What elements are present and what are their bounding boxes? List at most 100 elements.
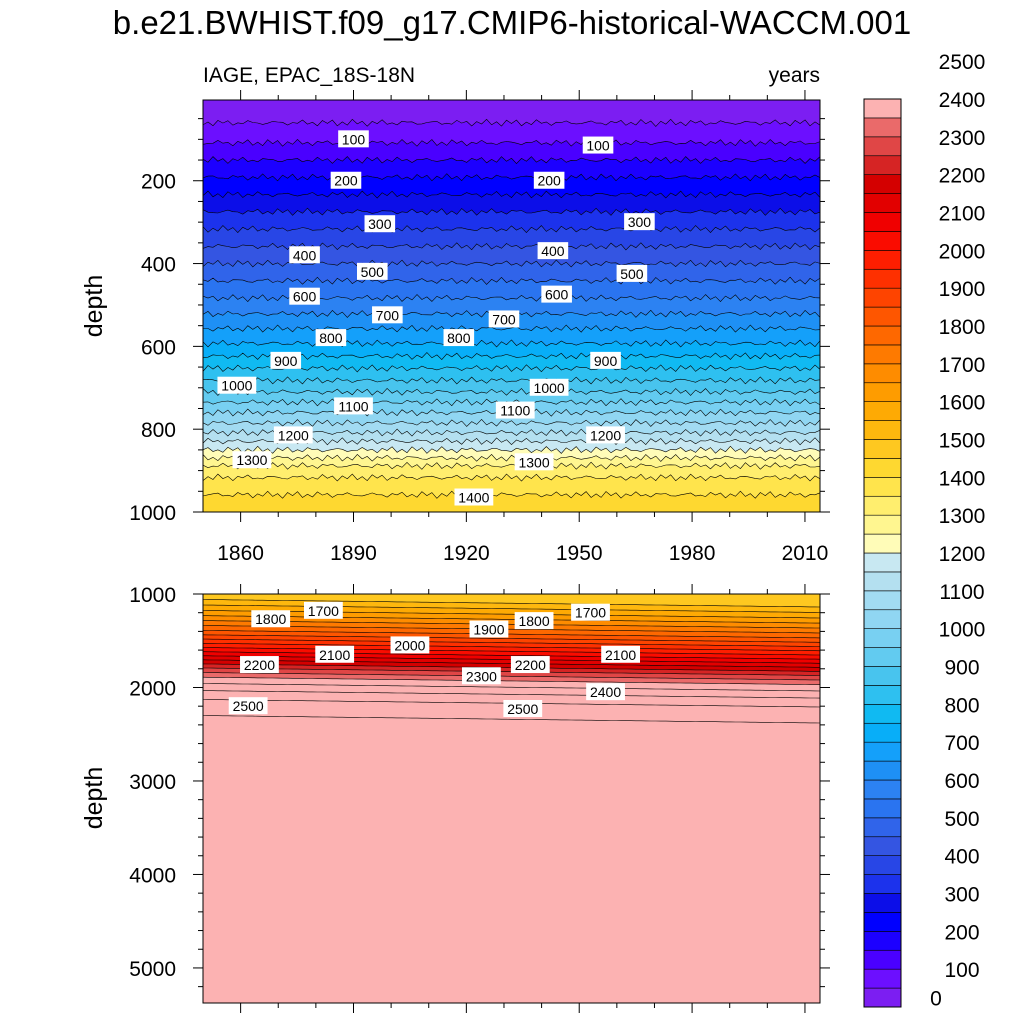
upper-contour-label: 1200: [273, 426, 313, 444]
svg-text:2200: 2200: [244, 657, 275, 673]
svg-text:400: 400: [541, 243, 565, 259]
lower-contour-panel: 1800 1700 2100 2000 1900 1800 1700 2200 2300 2200…: [129, 584, 830, 1013]
colorbar-swatch: [863, 874, 902, 894]
upper-contour-band: [203, 419, 820, 437]
colorbar-swatch: [863, 287, 902, 308]
lower-contour-line: [203, 651, 820, 660]
lower-contour-label: 2100: [601, 645, 641, 663]
svg-text:900: 900: [274, 353, 298, 369]
colorbar-swatch: [863, 533, 902, 554]
colorbar-swatch: [863, 268, 902, 289]
colorbar-label: 1400: [939, 467, 986, 490]
lower-contour-line: [203, 647, 820, 656]
svg-text:200: 200: [537, 173, 561, 189]
upper-y-tick-label: 600: [141, 336, 176, 359]
lower-y-tick-label: 4000: [129, 864, 176, 887]
upper-contour-label: 500: [356, 262, 388, 280]
svg-text:100: 100: [342, 131, 366, 147]
colorbar-swatch: [863, 458, 902, 478]
lower-contour-line: [203, 638, 820, 647]
lower-contour-line: [203, 630, 820, 639]
chart-title: b.e21.BWHIST.f09_g17.CMIP6-historical-WA…: [113, 4, 911, 41]
upper-contour-label: 600: [289, 287, 320, 305]
lower-contour-band: [203, 677, 820, 691]
upper-contour-band: [203, 242, 820, 268]
upper-contour-line: [203, 352, 820, 361]
colorbar-swatch: [863, 136, 902, 157]
lower-contour-band: [203, 594, 820, 607]
colorbar-label: 1100: [939, 581, 984, 604]
colorbar-swatch: [863, 685, 902, 705]
svg-text:700: 700: [376, 307, 400, 323]
colorbar-label: 200: [944, 921, 979, 944]
upper-contour-line: [203, 118, 820, 127]
svg-text:400: 400: [293, 247, 317, 263]
lower-contour-line: [203, 625, 820, 634]
lower-contour-band: [203, 610, 820, 624]
colorbar-swatch: [863, 363, 902, 384]
colorbar-label: 900: [944, 657, 979, 680]
lower-contour-line: [203, 672, 820, 681]
upper-y-axis-label: depth: [80, 275, 108, 338]
colorbar-label: 400: [944, 846, 979, 869]
colorbar-swatch: [863, 722, 902, 743]
lower-contour-line: [203, 634, 820, 643]
svg-text:2400: 2400: [590, 684, 621, 700]
colorbar-swatch: [863, 174, 902, 194]
upper-contour-band: [203, 191, 820, 216]
x-tick-label: 1920: [443, 542, 490, 565]
svg-text:1300: 1300: [518, 454, 549, 470]
colorbar-label: 1200: [939, 543, 986, 566]
colorbar-swatch: [863, 306, 902, 327]
upper-contour-line: [203, 138, 820, 147]
upper-contour-line: [203, 490, 820, 499]
lower-y-tick-label: 1000: [129, 584, 176, 607]
upper-plot-frame: [202, 99, 821, 513]
upper-contour-label: 700: [372, 306, 403, 324]
upper-contour-label: 1300: [232, 451, 272, 469]
colorbar-label: 1500: [939, 430, 986, 453]
colorbar-swatch: [863, 439, 902, 459]
svg-text:1400: 1400: [458, 490, 489, 506]
colorbar-swatch: [863, 968, 902, 989]
lower-contour-line: [203, 620, 820, 629]
subtitle-right: years: [769, 64, 820, 87]
lower-contour-band: [203, 599, 820, 613]
lower-contour-label: 2500: [228, 697, 268, 715]
colorbar-swatch: [863, 893, 902, 913]
x-tick-label: 1980: [669, 542, 716, 565]
colorbar-label: 1300: [939, 505, 986, 528]
colorbar-label: 600: [944, 770, 979, 793]
lower-contour-band: [203, 683, 820, 699]
upper-contour-label: 400: [289, 246, 320, 264]
lower-contour-label: 2400: [586, 683, 625, 701]
upper-contour-band: [203, 429, 820, 445]
upper-contour-label: 1300: [514, 453, 554, 471]
colorbar-swatch: [863, 325, 902, 346]
upper-contour-label: 1100: [495, 401, 535, 419]
colorbar-swatch: [863, 231, 902, 251]
upper-contour-line: [203, 259, 820, 268]
lower-contour-band: [203, 647, 820, 660]
upper-contour-line: [203, 339, 820, 348]
upper-contour-band: [203, 339, 820, 360]
lower-contour-label: 1700: [303, 601, 343, 619]
colorbar-swatch: [863, 401, 902, 421]
svg-text:1100: 1100: [338, 398, 368, 414]
svg-text:2100: 2100: [605, 647, 636, 663]
upper-contour-band: [203, 454, 820, 470]
upper-contour-line: [203, 461, 820, 470]
upper-contour-band: [203, 437, 820, 454]
lower-contour-band: [203, 630, 820, 643]
upper-contour-label: 500: [616, 264, 648, 282]
upper-contour-label: 800: [443, 329, 475, 347]
colorbar-swatch: [863, 382, 902, 402]
x-tick-label: 2010: [782, 542, 829, 565]
lower-contour-label: 2200: [510, 656, 550, 674]
svg-text:900: 900: [594, 353, 618, 369]
lower-contour-band: [203, 672, 820, 685]
x-tick-label: 1890: [330, 542, 377, 565]
lower-y-tick-label: 2000: [129, 677, 176, 700]
colorbar-swatch: [863, 571, 902, 592]
